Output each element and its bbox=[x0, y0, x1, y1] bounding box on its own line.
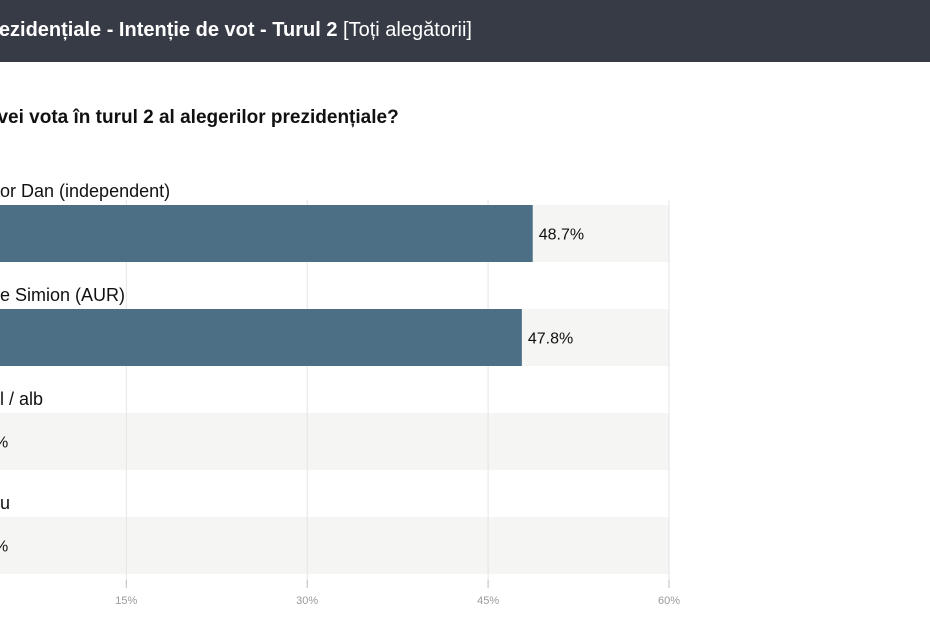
question-text: ne vei vota în turul 2 al alegerilor pre… bbox=[0, 107, 399, 128]
chart-subtitle: [Toți alegătorii] bbox=[343, 19, 472, 41]
value-label: 47.8% bbox=[528, 331, 573, 348]
category-label: e Simion (AUR) bbox=[0, 285, 125, 305]
value-label: % bbox=[0, 435, 8, 452]
category-label: u bbox=[0, 493, 10, 513]
tick-label: 60% bbox=[658, 595, 680, 607]
tick-label: 30% bbox=[296, 595, 318, 607]
bar bbox=[0, 205, 533, 262]
tick-label: 45% bbox=[477, 595, 499, 607]
tick-label: 15% bbox=[115, 595, 137, 607]
header-bar: ri prezidențiale - Intenție de vot - Tur… bbox=[0, 0, 930, 62]
chart-title: ri prezidențiale - Intenție de vot - Tur… bbox=[0, 19, 338, 41]
bar bbox=[0, 309, 522, 366]
bar-chart: or Dan (independent) 48.7% e Simion (AUR) 4… bbox=[0, 181, 680, 607]
bar-track bbox=[0, 517, 669, 574]
header-text: ri prezidențiale - Intenție de vot - Tur… bbox=[0, 17, 472, 43]
category-label: l / alb bbox=[0, 389, 43, 409]
bar-track bbox=[0, 413, 669, 470]
value-label: % bbox=[0, 539, 8, 556]
category-label: or Dan (independent) bbox=[0, 181, 170, 201]
value-label: 48.7% bbox=[539, 227, 584, 244]
